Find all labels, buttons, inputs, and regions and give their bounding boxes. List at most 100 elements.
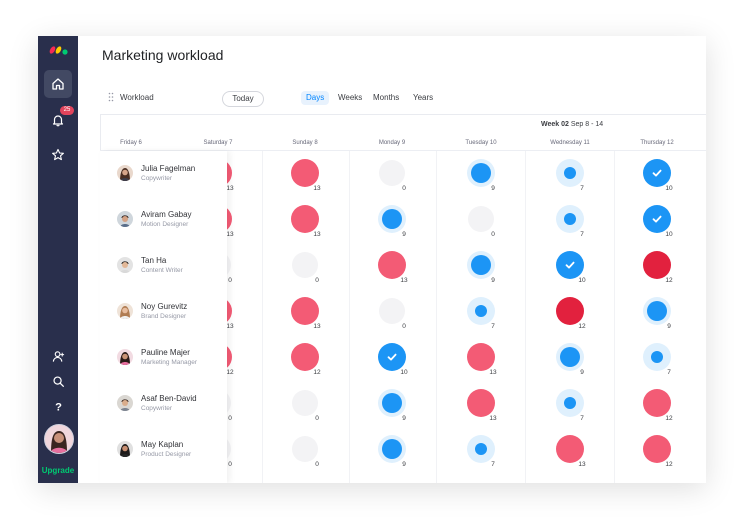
workload-indicator	[378, 343, 406, 371]
person-row[interactable]: Aviram Gabay Motion Designer	[100, 197, 227, 243]
workload-indicator	[378, 251, 406, 279]
workload-indicator	[291, 205, 319, 233]
day-header: Saturday 7	[203, 140, 233, 146]
header-divider	[100, 150, 706, 151]
workload-hours: 13	[400, 277, 408, 284]
workload-indicator	[467, 343, 495, 371]
workload-hours: 12	[226, 369, 234, 376]
man-avatar-icon	[117, 211, 133, 227]
person-row[interactable]: Pauline Majer Marketing Manager	[100, 335, 227, 381]
help-button[interactable]: ?	[44, 392, 72, 420]
workload-dot	[475, 443, 487, 455]
person-row[interactable]: Noy Gurevitz Brand Designer	[100, 289, 227, 335]
workload-dot	[564, 213, 576, 225]
workload-indicator	[556, 251, 584, 279]
workload-hours: 0	[228, 415, 232, 422]
search-button[interactable]	[44, 367, 72, 395]
today-button[interactable]: Today	[222, 91, 264, 107]
workload-indicator	[378, 389, 406, 417]
person-name: Asaf Ben-David	[141, 394, 197, 403]
workload-dot	[647, 301, 667, 321]
week-range: Sep 8 - 14	[570, 121, 604, 128]
workload-hours: 9	[491, 277, 495, 284]
person-name: Pauline Majer	[141, 348, 190, 357]
workload-indicator	[467, 159, 495, 187]
workload-hours: 9	[402, 231, 406, 238]
person-row[interactable]: Tan Ha Content Writer	[100, 243, 227, 289]
check-icon	[652, 169, 662, 177]
person-name: Aviram Gabay	[141, 210, 192, 219]
workload-hours: 7	[580, 415, 584, 422]
person-row[interactable]: Julia Fagelman Copywriter	[100, 151, 227, 197]
workload-hours: 7	[580, 185, 584, 192]
drag-handle-icon[interactable]	[108, 92, 114, 102]
workload-dot	[382, 393, 402, 413]
workload-indicator	[643, 159, 671, 187]
workload-hours: 0	[315, 461, 319, 468]
workload-hours: 9	[667, 323, 671, 330]
workload-indicator	[291, 343, 319, 371]
person-role: Content Writer	[141, 267, 183, 274]
workload-indicator	[468, 206, 494, 232]
workload-dot	[382, 209, 402, 229]
workload-hours: 7	[491, 323, 495, 330]
workload-hours: 10	[665, 231, 673, 238]
workload-hours: 7	[491, 461, 495, 468]
upgrade-button[interactable]: Upgrade	[41, 466, 75, 475]
workload-indicator	[292, 390, 318, 416]
workload-hours: 12	[665, 461, 673, 468]
workload-hours: 13	[313, 231, 321, 238]
range-tab-months[interactable]: Months	[373, 93, 400, 102]
person-role: Copywriter	[141, 405, 173, 412]
workload-indicator	[556, 159, 584, 187]
workload-hours: 13	[313, 323, 321, 330]
person-name: May Kaplan	[141, 440, 184, 449]
workload-hours: 13	[489, 369, 497, 376]
check-icon	[387, 353, 397, 361]
workload-hours: 13	[226, 323, 234, 330]
workload-hours: 13	[226, 185, 234, 192]
home-icon	[52, 78, 64, 90]
monday-logo-icon[interactable]	[49, 42, 69, 56]
person-role: Product Designer	[141, 451, 192, 458]
workload-hours: 0	[228, 277, 232, 284]
workload-hours: 13	[578, 461, 586, 468]
favorites-button[interactable]	[44, 141, 72, 169]
woman-avatar-icon	[117, 441, 133, 457]
workload-dot	[564, 397, 576, 409]
page-title: Marketing workload	[102, 47, 224, 63]
user-avatar[interactable]	[44, 424, 74, 454]
workload-hours: 12	[313, 369, 321, 376]
main-content: Marketing workload Workload Today Days W…	[78, 36, 706, 483]
woman-avatar-icon	[117, 349, 133, 365]
range-tab-weeks[interactable]: Weeks	[338, 93, 363, 102]
workload-indicator	[378, 205, 406, 233]
range-tab-years[interactable]: Years	[413, 93, 434, 102]
workload-hours: 10	[665, 185, 673, 192]
workload-dot	[564, 167, 576, 179]
notification-badge: 25	[60, 106, 74, 115]
notifications-button[interactable]	[44, 106, 72, 134]
workload-indicator	[556, 297, 584, 325]
person-role: Motion Designer	[141, 221, 189, 228]
app-window: 25 ? Upgrade Marketing workload	[38, 36, 706, 483]
home-button[interactable]	[44, 70, 72, 98]
person-row[interactable]: May Kaplan Product Designer	[100, 427, 227, 473]
person-name: Noy Gurevitz	[141, 302, 188, 311]
workload-dot	[471, 255, 491, 275]
workload-hours: 0	[228, 461, 232, 468]
workload-indicator	[556, 343, 584, 371]
workload-dot	[475, 305, 487, 317]
search-icon	[52, 375, 64, 387]
invite-members-button[interactable]	[44, 342, 72, 370]
range-tab-days[interactable]: Days	[301, 91, 330, 105]
man-avatar-icon	[117, 257, 133, 273]
workload-hours: 13	[226, 231, 234, 238]
left-sidebar: 25 ? Upgrade	[38, 36, 78, 483]
workload-hours: 0	[402, 185, 406, 192]
person-row[interactable]: Asaf Ben-David Copywriter	[100, 381, 227, 427]
person-name: Tan Ha	[141, 256, 167, 265]
workload-hours: 13	[489, 415, 497, 422]
workload-hours: 9	[402, 461, 406, 468]
workload-indicator	[643, 435, 671, 463]
